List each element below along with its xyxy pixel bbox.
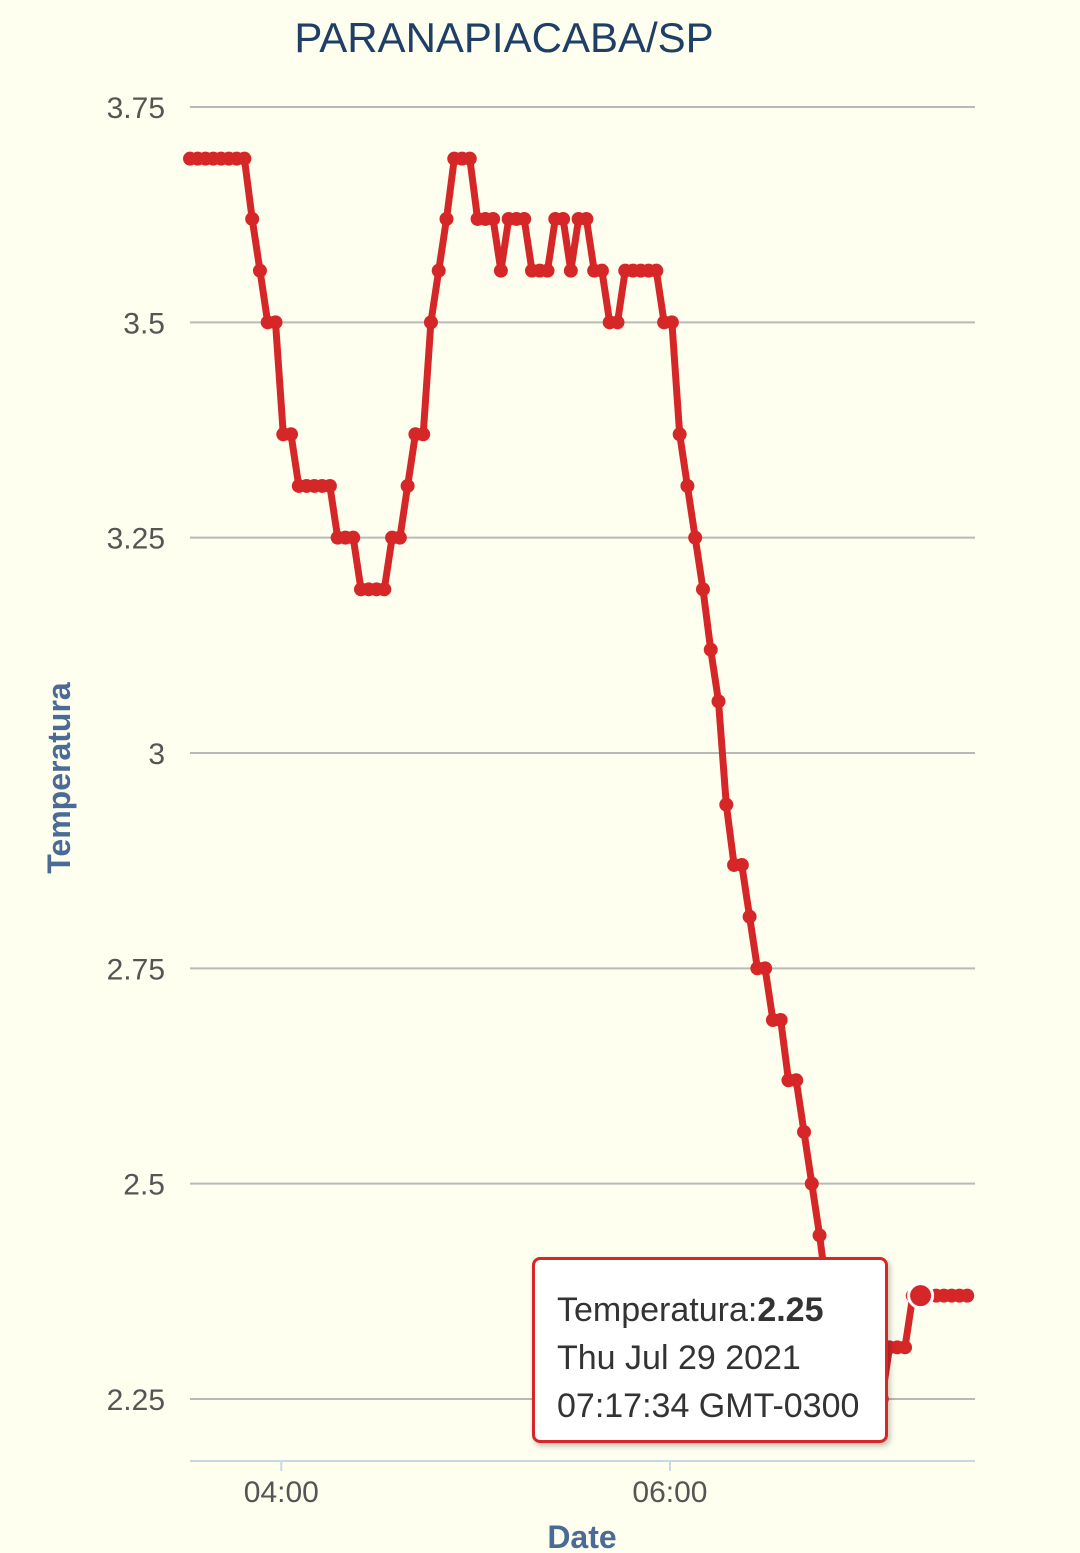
data-point[interactable] bbox=[758, 961, 773, 976]
data-point[interactable] bbox=[563, 263, 578, 278]
data-point[interactable] bbox=[416, 427, 431, 442]
data-point[interactable] bbox=[664, 315, 679, 330]
y-tick-label: 3.75 bbox=[107, 92, 165, 125]
data-tooltip: Temperatura:2.25 Thu Jul 29 2021 07:17:3… bbox=[532, 1257, 888, 1443]
data-point[interactable] bbox=[960, 1288, 975, 1303]
data-point[interactable] bbox=[672, 427, 687, 442]
data-point[interactable] bbox=[322, 478, 337, 493]
x-tick-label: 04:00 bbox=[244, 1476, 319, 1509]
series-line bbox=[186, 155, 971, 1403]
data-point[interactable] bbox=[695, 582, 710, 597]
data-point[interactable] bbox=[245, 211, 260, 226]
data-point[interactable] bbox=[594, 263, 609, 278]
data-point[interactable] bbox=[579, 211, 594, 226]
data-point[interactable] bbox=[742, 909, 757, 924]
y-tick-label: 2.5 bbox=[123, 1169, 165, 1202]
data-point[interactable] bbox=[680, 478, 695, 493]
tooltip-line-value: Temperatura:2.25 bbox=[557, 1286, 885, 1334]
x-tick-group: 04:00 06:00 bbox=[244, 1461, 707, 1509]
data-point[interactable] bbox=[804, 1176, 819, 1191]
data-point[interactable] bbox=[517, 211, 532, 226]
data-point[interactable] bbox=[703, 642, 718, 657]
y-tick-label: 3 bbox=[148, 738, 165, 771]
data-point[interactable] bbox=[797, 1124, 812, 1139]
y-tick-label: 2.25 bbox=[107, 1384, 165, 1417]
data-point[interactable] bbox=[898, 1340, 913, 1355]
y-tick-label: 3.5 bbox=[123, 307, 165, 340]
data-point[interactable] bbox=[540, 263, 555, 278]
data-point[interactable] bbox=[423, 315, 438, 330]
data-point[interactable] bbox=[719, 797, 734, 812]
tooltip-label: Temperatura: bbox=[557, 1291, 758, 1329]
data-point[interactable] bbox=[439, 211, 454, 226]
data-point[interactable] bbox=[431, 263, 446, 278]
tooltip-time: 07:17:34 GMT-0300 bbox=[557, 1387, 860, 1425]
data-point[interactable] bbox=[556, 211, 571, 226]
y-tick-labels: 3.75 3.5 3.25 3 2.75 2.5 2.25 bbox=[107, 92, 165, 1417]
x-tick-label: 06:00 bbox=[632, 1476, 707, 1509]
tooltip-value: 2.25 bbox=[757, 1291, 824, 1329]
data-point[interactable] bbox=[252, 263, 267, 278]
data-point[interactable] bbox=[649, 263, 664, 278]
y-tick-label: 3.25 bbox=[107, 523, 165, 556]
y-tick-label: 2.75 bbox=[107, 953, 165, 986]
tooltip-date: Thu Jul 29 2021 bbox=[557, 1339, 801, 1377]
y-gridlines bbox=[190, 106, 975, 1400]
data-point[interactable] bbox=[688, 530, 703, 545]
data-point[interactable] bbox=[493, 263, 508, 278]
data-point[interactable] bbox=[392, 530, 407, 545]
y-axis-title: Temperatura bbox=[41, 682, 77, 874]
data-point[interactable] bbox=[268, 315, 283, 330]
highlighted-point[interactable] bbox=[907, 1282, 935, 1310]
x-axis-title: Date bbox=[547, 1519, 616, 1553]
data-point[interactable] bbox=[486, 211, 501, 226]
data-point[interactable] bbox=[734, 857, 749, 872]
data-point[interactable] bbox=[711, 694, 726, 709]
data-point[interactable] bbox=[346, 530, 361, 545]
chart-title: PARANAPIACABA/SP bbox=[294, 14, 713, 61]
data-point[interactable] bbox=[789, 1073, 804, 1088]
data-point[interactable] bbox=[610, 315, 625, 330]
data-point[interactable] bbox=[773, 1013, 788, 1028]
data-point[interactable] bbox=[237, 151, 252, 166]
data-point[interactable] bbox=[462, 151, 477, 166]
data-point[interactable] bbox=[812, 1228, 827, 1243]
data-point[interactable] bbox=[400, 478, 415, 493]
data-point[interactable] bbox=[377, 582, 392, 597]
data-point[interactable] bbox=[284, 427, 299, 442]
series-temperatura[interactable] bbox=[183, 151, 975, 1406]
